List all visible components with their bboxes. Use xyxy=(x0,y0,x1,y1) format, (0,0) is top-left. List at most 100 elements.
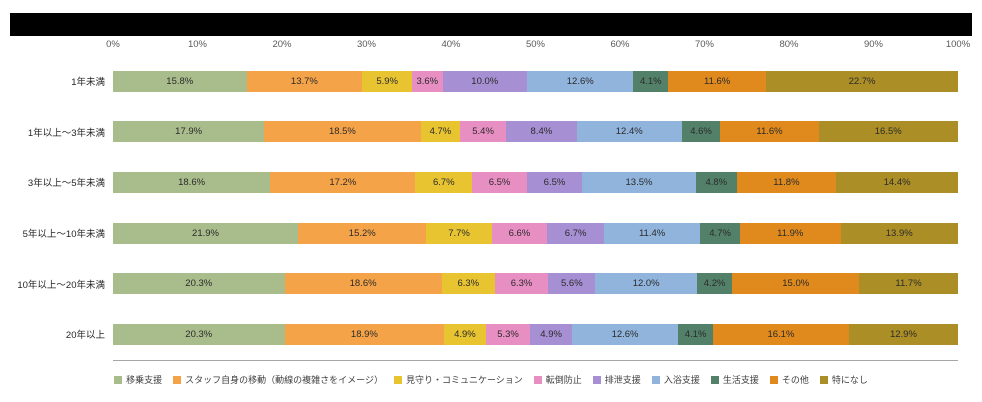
stacked-bar: 15.8% 13.7% 5.9% 3.6% 10.0% 12.6% 4.1% 11.6% 22.… xyxy=(113,70,958,92)
bar-segment: 11.4% xyxy=(603,222,701,244)
stacked-bar: 17.9% 18.5% 4.7% 5.4% 8.4% 12.4% 4.6% 11.6% 16.5… xyxy=(113,121,958,143)
legend-swatch-icon xyxy=(769,375,778,384)
bar-segment: 5.3% xyxy=(485,323,531,345)
legend-label: 転倒防止 xyxy=(545,375,582,385)
category-label: 10年以上～20年未満 xyxy=(17,279,105,291)
bar-segment: 21.9% xyxy=(113,222,299,244)
legend-item: その他 xyxy=(769,373,809,386)
bar-segment: 6.3% xyxy=(441,273,495,295)
bar-segment: 5.6% xyxy=(548,273,596,295)
x-axis-tick: 100% xyxy=(945,39,971,50)
bar-segment: 4.9% xyxy=(444,323,486,345)
legend-swatch-icon xyxy=(533,375,542,384)
bar-segment: 4.1% xyxy=(678,323,713,345)
legend-swatch-icon xyxy=(710,375,719,384)
bar-segment: 15.0% xyxy=(732,273,860,295)
stacked-bar: 21.9% 15.2% 7.7% 6.6% 6.7% 11.4% 4.7% 11.9% 13.9… xyxy=(113,222,958,244)
legend-label: 生活支援 xyxy=(722,375,759,385)
x-axis-tick: 90% xyxy=(863,39,884,50)
bar-segment: 6.3% xyxy=(494,273,549,295)
bar-segment: 6.6% xyxy=(491,222,548,244)
legend-item: 転倒防止 xyxy=(533,373,582,386)
x-axis: 0% 10% 20% 30% 40% 50% 60% 70% 80% 90% 100% xyxy=(106,39,970,52)
bar-segment: 6.7% xyxy=(415,171,473,193)
legend-item: 入浴支援 xyxy=(651,373,700,386)
bar-segment: 16.1% xyxy=(712,323,849,345)
bar-segment: 18.5% xyxy=(264,121,421,143)
legend-swatch-icon xyxy=(819,375,828,384)
bar-segment: 20.3% xyxy=(113,323,285,345)
legend-item: 移乗支援 xyxy=(114,373,162,386)
x-axis-line xyxy=(113,360,958,361)
legend-label: 排泄支援 xyxy=(604,375,641,385)
x-axis-tick: 60% xyxy=(610,39,630,50)
bar-segment: 6.5% xyxy=(527,171,582,193)
legend-swatch-icon xyxy=(114,375,123,384)
bar-segment: 15.2% xyxy=(298,222,427,244)
legend-label: スタッフ自身の移動（動線の複雑さをイメージ） xyxy=(185,375,383,385)
category-label: 1年以上～3年未満 xyxy=(27,127,105,139)
legend-swatch-icon xyxy=(173,375,182,384)
redacted-title-bar xyxy=(10,13,972,36)
bar-segment: 11.7% xyxy=(859,273,958,295)
bar-segment: 12.6% xyxy=(571,323,679,345)
bar-segment: 6.7% xyxy=(547,222,604,244)
bar-segment: 11.6% xyxy=(668,70,767,92)
stacked-bar: 18.6% 17.2% 6.7% 6.5% 6.5% 13.5% 4.8% 11.8% 14.4… xyxy=(113,171,958,193)
bar-segment: 4.7% xyxy=(700,222,740,244)
bar-row: 10年以上～20年未満 20.3% 18.6% 6.3% 6.3% 5.6% 12.0% 4.… xyxy=(0,258,958,309)
x-axis-tick: 0% xyxy=(106,39,120,50)
bar-row: 20年以上 20.3% 18.9% 4.9% 5.3% 4.9% 12.6% 4.1% 16.1… xyxy=(0,309,958,360)
legend-swatch-icon xyxy=(651,375,660,384)
legend-swatch-icon xyxy=(592,375,601,384)
x-axis-tick: 30% xyxy=(356,39,377,50)
legend-item: 特になし xyxy=(819,373,868,386)
bar-segment: 11.9% xyxy=(739,222,841,244)
stacked-bar: 20.3% 18.9% 4.9% 5.3% 4.9% 12.6% 4.1% 16.1% 12.9… xyxy=(113,323,958,345)
bar-segment: 6.5% xyxy=(472,171,528,193)
bar-segment: 7.7% xyxy=(426,222,492,244)
bar-segment: 4.2% xyxy=(696,273,733,295)
bar-row: 1年未満 15.8% 13.7% 5.9% 3.6% 10.0% 12.6% 4.1% 11.6… xyxy=(0,56,958,107)
bar-segment: 3.6% xyxy=(412,70,443,92)
bar-segment: 4.7% xyxy=(420,121,461,143)
plot-rows: 1年未満 15.8% 13.7% 5.9% 3.6% 10.0% 12.6% 4.1% 11.6… xyxy=(0,56,958,360)
legend-item: 排泄支援 xyxy=(592,373,641,386)
x-axis-tick: 80% xyxy=(779,39,799,50)
category-label: 1年未満 xyxy=(71,77,105,89)
bar-segment: 18.9% xyxy=(284,323,445,345)
bar-segment: 12.6% xyxy=(527,70,634,92)
legend-item: 生活支援 xyxy=(710,373,759,386)
legend-label: その他 xyxy=(781,375,809,385)
legend-label: 入浴支援 xyxy=(663,375,700,385)
bar-segment: 8.4% xyxy=(505,121,577,143)
legend-label: 見守り・コミュニケーション xyxy=(405,375,523,385)
bar-segment: 4.8% xyxy=(696,171,737,193)
category-label: 3年以上～5年未満 xyxy=(27,178,105,190)
legend-item: スタッフ自身の移動（動線の複雑さをイメージ） xyxy=(173,373,383,386)
legend-label: 移乗支援 xyxy=(126,375,163,385)
legend-swatch-icon xyxy=(393,375,402,384)
bar-segment: 17.9% xyxy=(113,121,265,143)
legend-item: 見守り・コミュニケーション xyxy=(393,373,523,386)
bar-segment: 12.4% xyxy=(576,121,682,143)
bar-segment: 13.9% xyxy=(840,222,958,244)
bar-segment: 5.9% xyxy=(362,70,413,92)
category-label: 20年以上 xyxy=(65,330,105,342)
bar-segment: 12.0% xyxy=(595,273,697,295)
bar-segment: 11.6% xyxy=(720,121,819,143)
bar-row: 1年以上～3年未満 17.9% 18.5% 4.7% 5.4% 8.4% 12.4% 4.6%… xyxy=(0,107,958,158)
bar-segment: 16.5% xyxy=(818,121,958,143)
bar-segment: 4.6% xyxy=(681,121,721,143)
x-axis-tick: 40% xyxy=(441,39,461,50)
bar-segment: 17.2% xyxy=(270,171,416,193)
bar-row: 3年以上～5年未満 18.6% 17.2% 6.7% 6.5% 6.5% 13.5% 4.8%… xyxy=(0,157,958,208)
bar-segment: 4.9% xyxy=(530,323,572,345)
x-axis-tick: 20% xyxy=(272,39,292,50)
category-label: 5年以上～10年未満 xyxy=(22,229,105,241)
bar-row: 5年以上～10年未満 21.9% 15.2% 7.7% 6.6% 6.7% 11.4% 4.7… xyxy=(0,208,958,259)
bar-segment: 14.4% xyxy=(836,171,958,193)
bar-segment: 11.8% xyxy=(736,171,837,193)
bar-segment: 18.6% xyxy=(284,273,442,295)
